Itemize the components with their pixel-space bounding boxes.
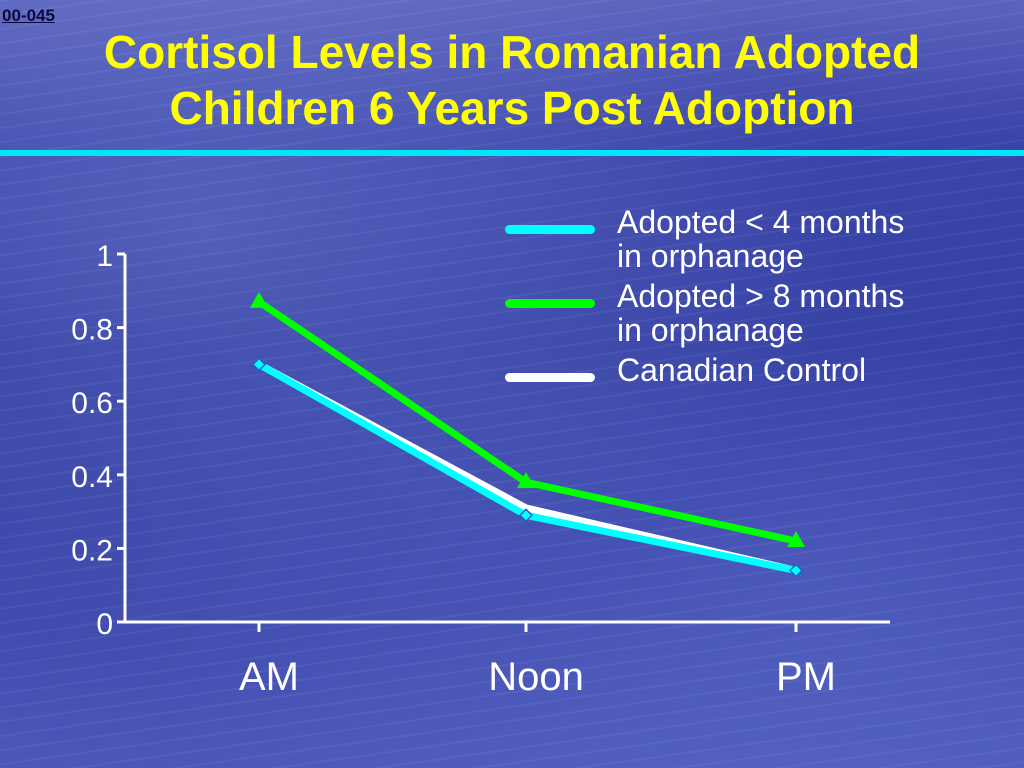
series-line [255, 360, 800, 574]
y-tick-label: 0.2 [71, 534, 113, 567]
title-divider [0, 150, 1024, 156]
y-tick-label: 0.4 [71, 461, 113, 494]
legend-label-line-2: in orphanage [617, 312, 804, 348]
data-point-triangle [250, 291, 268, 308]
legend-label-line-2: in orphanage [617, 238, 804, 274]
x-tick-label: AM [239, 655, 299, 699]
data-point-diamond [251, 357, 267, 372]
legend-swatch-adopted-under-4 [505, 225, 595, 234]
data-point-triangle [787, 531, 805, 548]
data-point-triangle [517, 472, 535, 489]
slide-title: Cortisol Levels in Romanian Adopted Chil… [0, 24, 1024, 136]
slide-code: 00-045 [2, 6, 55, 25]
x-tick-label: Noon [488, 655, 584, 699]
legend-item-canadian-control: Canadian Control [505, 353, 1005, 387]
legend-label-line-1: Canadian Control [617, 352, 867, 388]
title-line-2: Children 6 Years Post Adoption [169, 82, 855, 134]
legend-label-line-1: Adopted > 8 months [617, 278, 905, 314]
y-tick-label: 0 [96, 608, 113, 641]
data-point-diamond [788, 563, 804, 578]
y-tick-label: 0.6 [71, 387, 113, 420]
legend-item-adopted-under-4: Adopted < 4 months in orphanage [505, 205, 1005, 273]
title-line-1: Cortisol Levels in Romanian Adopted [103, 26, 921, 78]
legend-swatch-canadian-control [505, 373, 595, 382]
x-tick-label: PM [776, 655, 836, 699]
y-tick-label: 1 [96, 240, 113, 273]
y-tick-label: 0.8 [71, 314, 113, 347]
legend-label-line-1: Adopted < 4 months [617, 204, 905, 240]
data-point-diamond [518, 508, 534, 523]
series-line [255, 360, 800, 574]
chart-legend: Adopted < 4 months in orphanage Adopted … [505, 205, 1005, 393]
legend-item-adopted-over-8: Adopted > 8 months in orphanage [505, 279, 1005, 347]
legend-swatch-adopted-over-8 [505, 299, 595, 308]
